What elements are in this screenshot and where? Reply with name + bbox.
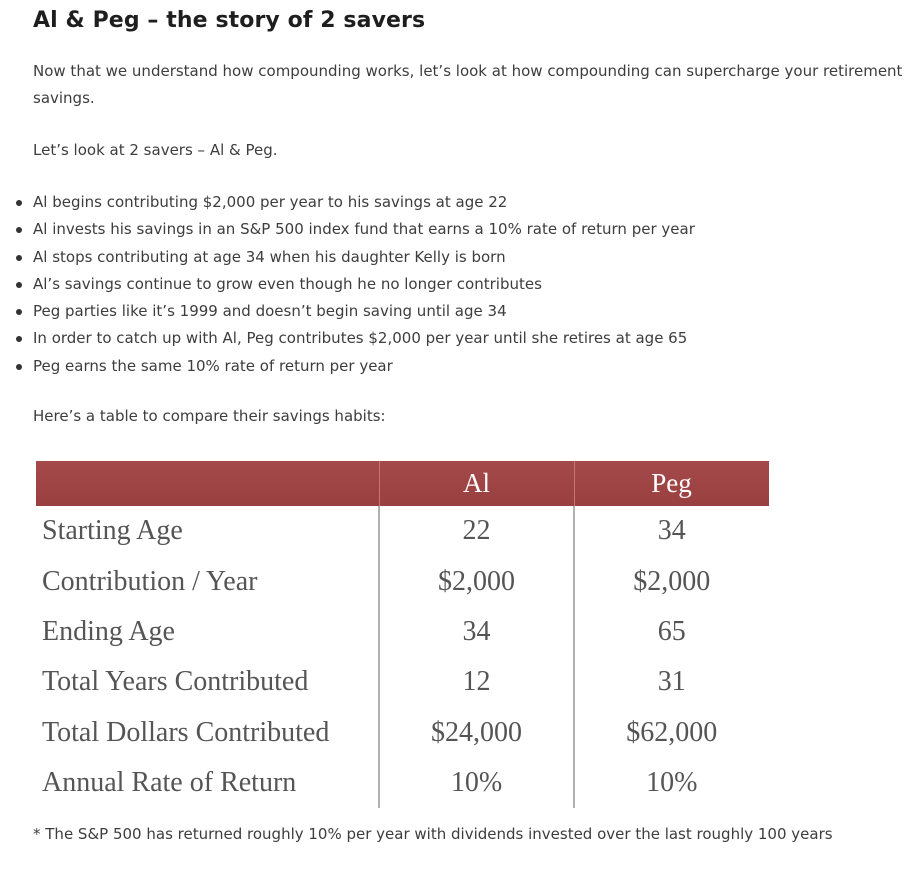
bullet-item: Al invests his savings in an S&P 500 ind… — [16, 216, 695, 243]
al-value: $2,000 — [378, 556, 574, 607]
bullet-item: Al’s savings continue to grow even thoug… — [16, 271, 695, 298]
bullet-item: Peg earns the same 10% rate of return pe… — [16, 353, 695, 380]
header-al: Al — [378, 461, 574, 506]
bullet-item: In order to catch up with Al, Peg contri… — [16, 325, 695, 352]
peg-value: 10% — [573, 757, 769, 809]
savers-bullet-list: Al begins contributing $2,000 per year t… — [16, 189, 695, 380]
table-header-row: Al Peg — [36, 461, 769, 506]
row-label: Annual Rate of Return — [42, 767, 297, 799]
row-label: Total Years Contributed — [42, 666, 309, 698]
row-label: Ending Age — [42, 615, 175, 647]
al-value: 10% — [378, 757, 574, 809]
header-blank-cell — [36, 461, 379, 506]
al-value: $24,000 — [378, 707, 574, 758]
header-peg: Peg — [573, 461, 769, 506]
bullet-item: Peg parties like it’s 1999 and doesn’t b… — [16, 298, 695, 325]
peg-value: 65 — [573, 606, 769, 658]
table-row: Annual Rate of Return 10% 10% — [36, 757, 769, 809]
peg-value: $2,000 — [573, 556, 769, 607]
al-value: 34 — [378, 606, 574, 658]
al-value: 22 — [378, 506, 574, 557]
table-row: Total Years Contributed 12 31 — [36, 657, 769, 708]
page-title: Al & Peg – the story of 2 savers — [33, 8, 426, 33]
comparison-table: Al Peg Starting Age 22 34 Contribution /… — [36, 461, 769, 809]
table-row: Starting Age 22 34 — [36, 506, 769, 557]
peg-value: $62,000 — [573, 707, 769, 758]
bullet-item: Al begins contributing $2,000 per year t… — [16, 189, 695, 216]
row-label: Contribution / Year — [42, 565, 258, 597]
table-row: Contribution / Year $2,000 $2,000 — [36, 556, 769, 607]
peg-value: 34 — [573, 506, 769, 557]
intro-paragraph: Now that we understand how compounding w… — [33, 62, 903, 107]
row-label: Starting Age — [42, 515, 183, 547]
al-value: 12 — [378, 657, 574, 708]
table-row: Total Dollars Contributed $24,000 $62,00… — [36, 707, 769, 758]
bullet-item: Al stops contributing at age 34 when his… — [16, 244, 695, 271]
table-row: Ending Age 34 65 — [36, 606, 769, 658]
footnote: * The S&P 500 has returned roughly 10% p… — [33, 825, 833, 843]
lead-paragraph: Let’s look at 2 savers – Al & Peg. — [33, 141, 278, 159]
table-intro: Here’s a table to compare their savings … — [33, 407, 386, 425]
peg-value: 31 — [573, 657, 769, 708]
row-label: Total Dollars Contributed — [42, 716, 330, 748]
